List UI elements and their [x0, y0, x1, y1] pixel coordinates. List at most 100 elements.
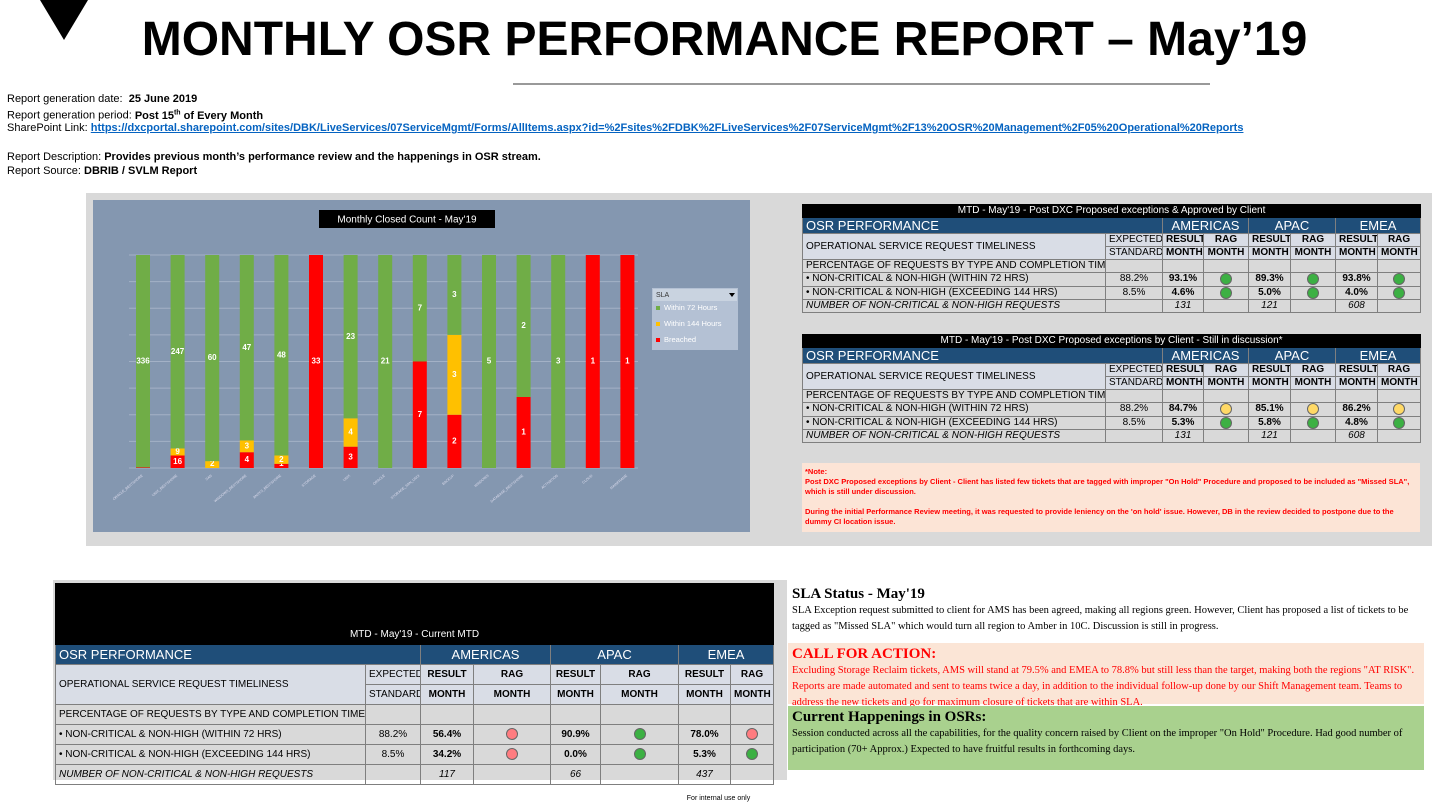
- timeliness-label: OPERATIONAL SERVICE REQUEST TIMELINESS: [802, 233, 1106, 260]
- count: 608: [1335, 429, 1378, 444]
- row: • NON-CRITICAL & NON-HIGH (EXCEEDING 144…: [802, 285, 1422, 301]
- rag-indicator: [746, 748, 758, 761]
- rag-indicator: [506, 748, 518, 761]
- legend-swatch: [656, 338, 660, 342]
- count: 121: [1248, 299, 1291, 314]
- empty: [1162, 389, 1204, 403]
- rag-cell: [1376, 402, 1422, 417]
- data-label: 2: [521, 321, 526, 330]
- count: 608: [1335, 299, 1378, 314]
- row: • NON-CRITICAL & NON-HIGH (WITHIN 72 HRS…: [802, 402, 1422, 417]
- row: OPERATIONAL SERVICE REQUEST TIMELINESS EX…: [802, 233, 1422, 260]
- result: 5.3%: [1162, 415, 1204, 431]
- result: 4.0%: [1335, 285, 1378, 301]
- rag-cell: [473, 744, 551, 765]
- subheader: RAG: [1203, 233, 1249, 247]
- rag-indicator: [506, 728, 518, 741]
- section-text: SLA Exception request submitted to clien…: [792, 605, 1409, 632]
- rag-indicator: [1307, 273, 1319, 285]
- rag-indicator: [633, 748, 646, 761]
- subheader: MONTH: [473, 684, 551, 705]
- data-label: 1: [591, 357, 596, 366]
- subheader: EXPECTED: [1105, 233, 1163, 247]
- report-title: MONTHLY OSR PERFORMANCE REPORT – May’19: [141, 13, 1308, 66]
- row: MTD - May'19 - Current MTD: [54, 583, 775, 645]
- row-label: • NON-CRITICAL & NON-HIGH (EXCEEDING 144…: [802, 285, 1106, 301]
- result: 5.3%: [678, 744, 731, 765]
- data-label: 9: [175, 447, 180, 456]
- result: 89.3%: [1248, 272, 1291, 287]
- subheader: MONTH: [1335, 376, 1378, 390]
- row: NUMBER OF NON-CRITICAL & NON-HIGH REQUES…: [802, 429, 1422, 444]
- rag-indicator: [1393, 287, 1406, 299]
- rag-indicator: [1220, 403, 1232, 415]
- rag-indicator: [1220, 273, 1232, 285]
- empty: [365, 764, 421, 785]
- row-label: • NON-CRITICAL & NON-HIGH (WITHIN 72 HRS…: [55, 724, 366, 745]
- empty: [1105, 389, 1163, 403]
- section-label: PERCENTAGE OF REQUESTS BY TYPE AND COMPL…: [802, 389, 1106, 403]
- row: NUMBER OF NON-CRITICAL & NON-HIGH REQUES…: [802, 299, 1422, 314]
- bar-segment: [343, 418, 358, 447]
- empty: [1335, 389, 1378, 403]
- row-label: • NON-CRITICAL & NON-HIGH (WITHIN 72 HRS…: [802, 402, 1106, 417]
- region-header: APAC: [1248, 347, 1336, 364]
- data-label: 47: [242, 343, 251, 352]
- value: 25 June 2019: [128, 93, 198, 105]
- expected: 88.2%: [1105, 272, 1163, 287]
- count-label: NUMBER OF NON-CRITICAL & NON-HIGH REQUES…: [55, 764, 366, 785]
- bar-segment: [585, 255, 600, 468]
- section-text: Session conducted across all the capabil…: [792, 728, 1403, 755]
- note-text: During the initial Performance Review me…: [805, 507, 1394, 526]
- x-tick-label: UNIX: [342, 473, 351, 482]
- rag-indicator: [746, 728, 758, 741]
- data-label: 2: [210, 459, 215, 468]
- empty: [365, 704, 421, 725]
- result: 93.1%: [1162, 272, 1204, 287]
- rag-indicator: [1393, 273, 1406, 285]
- subheader: EXPECTED: [365, 664, 421, 685]
- subheader: RESULT: [420, 664, 474, 685]
- subheader: RAG: [473, 664, 551, 685]
- label: Report generation date:: [7, 93, 123, 105]
- subheader: RESULT: [678, 664, 731, 685]
- region-header: APAC: [550, 644, 679, 665]
- row: • NON-CRITICAL & NON-HIGH (EXCEEDING 144…: [55, 744, 775, 765]
- subheader: RAG: [1290, 233, 1336, 247]
- sharepoint-link[interactable]: https://dxcportal.sharepoint.com/sites/D…: [90, 122, 1244, 134]
- chart: Monthly Closed Count - May'19 SLA 1336OR…: [93, 200, 750, 532]
- data-label: 48: [277, 350, 286, 359]
- bar-segment: [343, 446, 358, 468]
- label: Report generation period:: [7, 109, 132, 122]
- section-label: PERCENTAGE OF REQUESTS BY TYPE AND COMPL…: [55, 704, 366, 725]
- bar-segment: [378, 255, 393, 468]
- data-label: 16: [173, 457, 182, 466]
- rag-indicator: [1393, 417, 1406, 429]
- bar-segment: [309, 255, 323, 468]
- data-label: 60: [208, 353, 217, 362]
- bar-segment: [274, 255, 289, 456]
- empty: [729, 704, 775, 725]
- expected: 88.2%: [1105, 402, 1163, 417]
- table-caption: MTD - May'19 - Post DXC Proposed excepti…: [801, 334, 1422, 348]
- result: 86.2%: [1335, 402, 1378, 417]
- sla-status: SLA Status - May'19 SLA Exception request…: [788, 583, 1424, 641]
- call-for-action: CALL FOR ACTION: Excluding Storage Reclai…: [788, 643, 1424, 708]
- data-label: 3: [348, 452, 353, 461]
- data-label: 2: [452, 436, 457, 445]
- subheader: MONTH: [1248, 376, 1291, 390]
- meta-period: Report generation period: Post 15th of E…: [7, 106, 263, 123]
- empty: [1105, 299, 1163, 314]
- dropdown-arrow[interactable]: [729, 293, 735, 297]
- row: PERCENTAGE OF REQUESTS BY TYPE AND COMPL…: [802, 259, 1422, 273]
- subheader: MONTH: [1203, 376, 1249, 390]
- empty: [600, 764, 679, 785]
- data-label: 23: [346, 332, 355, 341]
- count: 121: [1248, 429, 1291, 444]
- subheader: RESULT: [1335, 233, 1378, 247]
- subheader: MONTH: [1376, 246, 1422, 260]
- row: OPERATIONAL SERVICE REQUEST TIMELINESS EX…: [55, 664, 775, 705]
- bar-segment: [447, 255, 462, 335]
- label: SharePoint Link:: [7, 122, 88, 134]
